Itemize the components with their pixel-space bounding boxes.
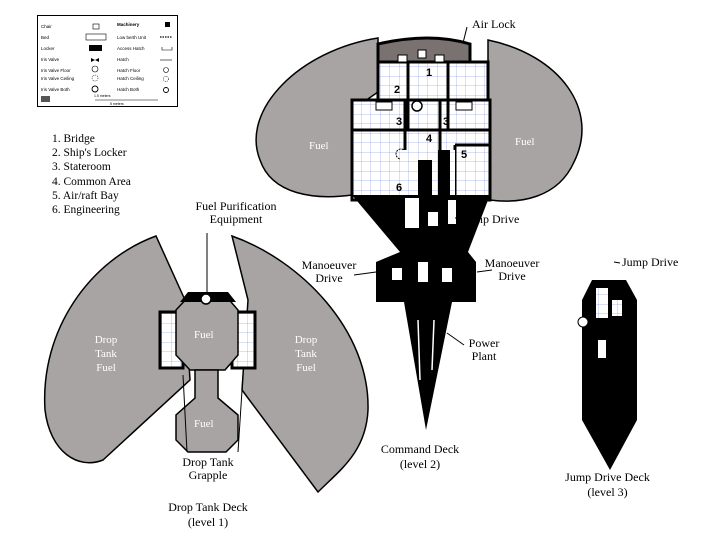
key-item: 6. Engineering (52, 204, 120, 217)
legend-item-chair: Chair (41, 24, 52, 29)
room-number: 2 (394, 84, 401, 96)
leader-lines (182, 26, 621, 453)
hatch-floor-icon (163, 67, 169, 73)
room-key: 1. Bridge 2. Ship's Locker 3. Stateroom … (52, 132, 131, 217)
legend: Chair Bed Locker Iris Valve Iris Valve F… (37, 15, 178, 107)
drop-tank-core (158, 292, 257, 453)
command-fuel-label-right: Fuel (515, 136, 535, 148)
room-number: 3 (396, 116, 403, 128)
drop-tank-inner-fuel-label: Fuel (194, 329, 214, 341)
drop-tank-deck-title: Drop Tank Deck (168, 500, 248, 514)
air-lock-label: Air Lock (472, 17, 516, 31)
drop-tank-fuel-right (230, 234, 369, 494)
legend-item-iris-valve-both: Iris Valve Both (41, 87, 70, 92)
key-item: 3. Stateroom (52, 161, 111, 174)
legend-item-locker: Locker (41, 46, 55, 51)
locker-icon (89, 45, 102, 51)
legend-item-hatch-ceiling: Hatch Ceiling (117, 76, 144, 81)
legend-item-hatch-both: Hatch Both (117, 87, 140, 92)
legend-item-bed: Bed (41, 35, 50, 40)
command-deck-power-plant (404, 302, 452, 430)
vehicle-icon (41, 96, 50, 102)
legend-item-iris-valve-ceiling: Iris Valve Ceiling (41, 76, 75, 81)
drop-tank-grapple-label: Drop Tank Grapple (182, 455, 234, 482)
key-item: 4. Common Area (52, 175, 131, 188)
machinery-icon (165, 22, 170, 27)
room-number: 5 (461, 149, 468, 161)
jump-drive-deck-level: (level 3) (587, 485, 628, 499)
iris-valve-icon (91, 58, 99, 62)
drop-tank-fuel-label-right: Drop Tank Fuel (294, 334, 318, 374)
room-number: 1 (426, 67, 433, 79)
power-plant-label: Power Plant (468, 336, 500, 363)
jump-drive-deck-hull (582, 280, 637, 470)
key-item: 2. Ship's Locker (52, 147, 127, 160)
bed-icon (85, 33, 107, 41)
command-fuel-tank-left (255, 37, 379, 198)
hatch-both-icon (163, 87, 169, 93)
drop-tank-fuel-left (43, 235, 191, 464)
key-item: 1. Bridge (52, 133, 95, 145)
command-deck-level: (level 2) (399, 457, 441, 471)
key-item: 5. Air/raft Bay (52, 189, 119, 202)
fuel-purification-label: Fuel Purification Equipment (195, 199, 277, 226)
legend-item-iris-valve: Iris Valve (41, 57, 60, 62)
chair-icon (92, 23, 100, 30)
hatch-ceiling-icon (163, 76, 169, 82)
drop-tank-deck-level: (level 1) (187, 515, 229, 529)
command-deck-hull (350, 36, 492, 202)
jump-drive-deck-jump-drive-label: Jump Drive (622, 255, 679, 269)
legend-item-iris-valve-floor: Iris Valve Floor (41, 68, 71, 73)
room-number: 3 (443, 116, 450, 128)
command-deck-title: Command Deck (380, 442, 460, 456)
room-number: 6 (396, 182, 403, 194)
command-fuel-tank-right (487, 39, 583, 202)
drop-tank-lower-fuel-label: Fuel (194, 418, 214, 430)
legend-item-access-hatch: Access Hatch (117, 46, 145, 51)
manoeuver-drive-label-right: Manoeuver Drive (484, 256, 540, 283)
jump-drive-deck-title: Jump Drive Deck (565, 470, 650, 484)
jump-drive-label: Jump Drive (463, 212, 520, 226)
legend-icons (41, 22, 173, 102)
room-number: 4 (426, 133, 433, 145)
legend-item-hatch-floor: Hatch Floor (117, 68, 141, 73)
scale-top-label: 1.5 meters (94, 94, 111, 98)
access-hatch-icon (161, 47, 173, 51)
legend-item-hatch: Hatch (117, 57, 129, 62)
manoeuver-drive-label-left: Manoeuver Drive (301, 258, 357, 285)
legend-item-low-berth: Low berth Unit (117, 35, 147, 40)
command-fuel-label-left: Fuel (309, 140, 329, 152)
drop-tank-fuel-label-left: Drop Tank Fuel (94, 334, 118, 374)
iris-valve-both-icon (91, 85, 99, 93)
scale-bottom-label: 5 meters (110, 102, 124, 106)
legend-item-machinery: Machinery (117, 22, 140, 27)
iris-valve-floor-icon (91, 65, 99, 73)
iris-valve-ceiling-icon (91, 74, 99, 82)
